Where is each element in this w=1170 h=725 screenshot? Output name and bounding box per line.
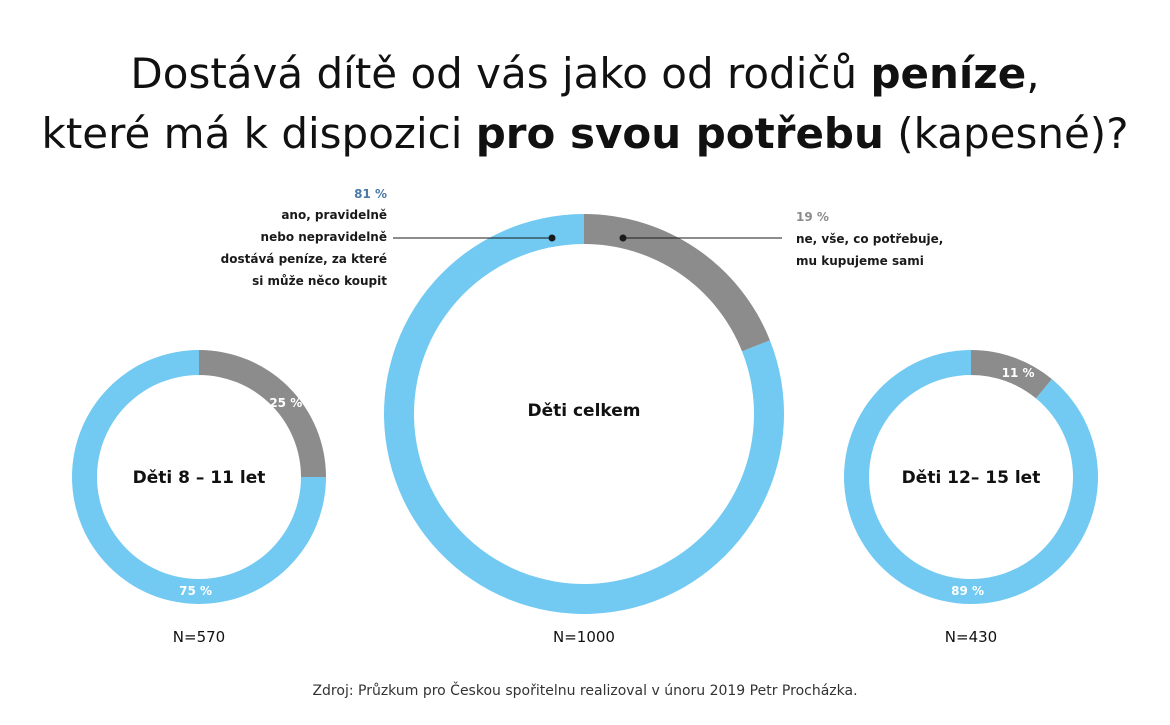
chart-title: Dostává dítě od vás jako od rodičů peníz… <box>0 44 1170 164</box>
sample-size-label: N=1000 <box>553 628 615 646</box>
donut-slice-no <box>584 214 770 352</box>
title-line1-text: Dostává dítě od vás jako od rodičů <box>130 49 871 98</box>
source-note: Zdroj: Průzkum pro Českou spořitelnu rea… <box>312 683 858 699</box>
annotation-yes: 81 % ano, pravidelně nebo nepravidelně d… <box>221 187 556 288</box>
title-line2-end: (kapesné)? <box>883 109 1129 158</box>
slice-label-no: 25 % <box>269 396 302 410</box>
title-line1-bold: peníze <box>870 49 1027 98</box>
title-line1: Dostává dítě od vás jako od rodičů peníz… <box>130 49 1039 98</box>
donut-group: 25 % 75 % Děti 8 – 11 let N=570 Děti celkem N… <box>72 214 1098 646</box>
slice-label-yes: 75 % <box>179 584 212 598</box>
donut-center-label: Děti celkem <box>527 401 640 421</box>
annotation-yes-line: ano, pravidelně <box>281 208 387 222</box>
annotation-yes-line: nebo nepravidelně <box>261 230 387 244</box>
title-line2-text: které má k dispozici <box>41 109 476 158</box>
donut-slice-no <box>199 350 326 477</box>
annotation-no-dot <box>619 234 627 242</box>
annotation-no: 19 % ne, vše, co potřebuje, mu kupujeme … <box>619 210 943 268</box>
annotation-yes-line: dostává peníze, za které <box>221 252 387 266</box>
sample-size-label: N=570 <box>173 628 225 646</box>
title-line1-end: , <box>1026 49 1040 98</box>
sample-size-label: N=430 <box>945 628 997 646</box>
donut-center-label: Děti 12– 15 let <box>902 468 1041 488</box>
annotation-yes-line: si může něco koupit <box>252 274 387 288</box>
annotation-no-line: ne, vše, co potřebuje, <box>796 232 943 246</box>
slice-label-yes: 89 % <box>951 584 984 598</box>
annotation-no-pct: 19 % <box>796 210 829 224</box>
title-line2-bold: pro svou potřebu <box>475 109 884 158</box>
title-line2: které má k dispozici pro svou potřebu (k… <box>42 109 1129 158</box>
slice-label-no: 11 % <box>1002 366 1035 380</box>
annotation-yes-dot <box>548 234 556 242</box>
donut-center-label: Děti 8 – 11 let <box>133 468 266 488</box>
annotation-yes-pct: 81 % <box>354 187 387 201</box>
donut-slice-no <box>971 350 1052 399</box>
annotation-no-line: mu kupujeme sami <box>796 254 924 268</box>
